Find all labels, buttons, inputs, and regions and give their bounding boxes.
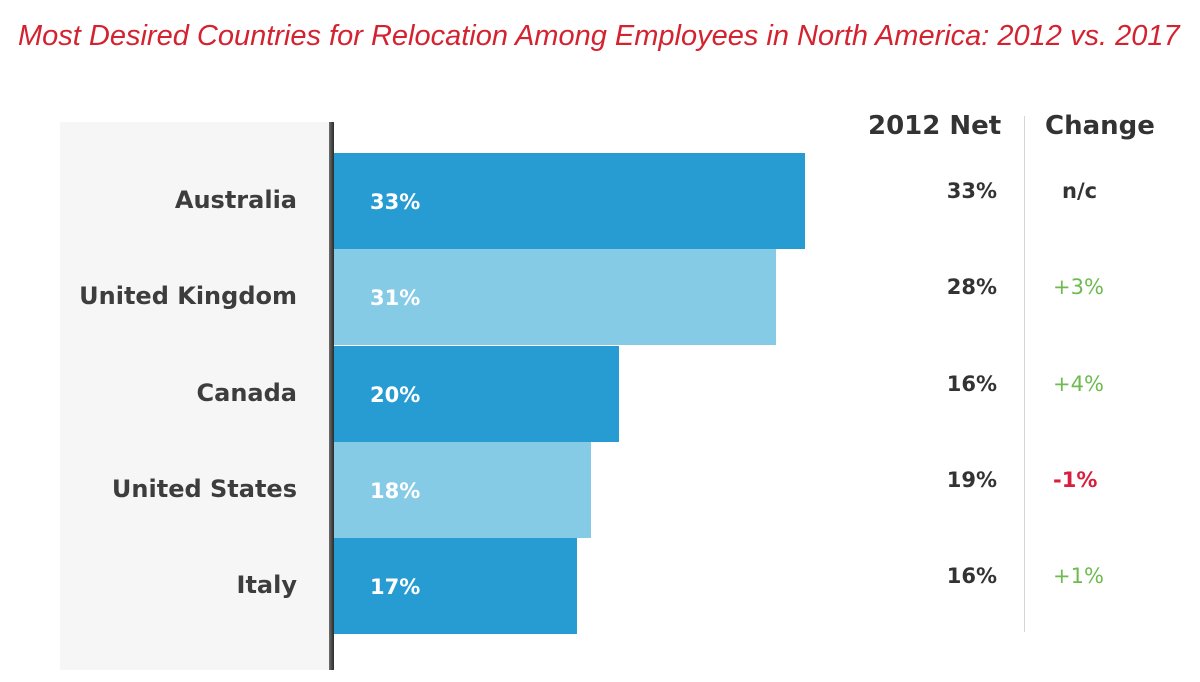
change-header: Change xyxy=(1045,111,1155,141)
change-value: n/c xyxy=(1062,179,1098,203)
net-2012-value: 16% xyxy=(946,564,997,588)
bar-value-label: 33% xyxy=(370,190,421,214)
net-2012-value: 28% xyxy=(946,275,997,300)
bar xyxy=(334,153,805,249)
column-divider xyxy=(1024,116,1025,632)
y-axis-line xyxy=(329,122,334,670)
category-label: Australia xyxy=(174,186,297,214)
bar-value-label: 18% xyxy=(370,478,421,503)
bar-value-label: 31% xyxy=(370,286,421,311)
category-label: Canada xyxy=(196,378,297,407)
change-value: +3% xyxy=(1053,275,1104,300)
bar xyxy=(334,538,577,634)
net-2012-value: 33% xyxy=(946,179,997,203)
category-label-panel xyxy=(60,122,332,670)
change-value: +1% xyxy=(1053,564,1104,588)
category-label: United States xyxy=(111,474,297,503)
net-2012-value: 19% xyxy=(946,467,997,492)
change-value: -1% xyxy=(1053,467,1098,492)
bar xyxy=(334,249,777,346)
net-2012-value: 16% xyxy=(946,371,997,396)
chart-title: Most Desired Countries for Relocation Am… xyxy=(18,20,1180,52)
bar xyxy=(334,345,620,442)
bar-value-label: 17% xyxy=(370,575,421,599)
category-label: United Kingdom xyxy=(79,282,297,311)
change-value: +4% xyxy=(1053,371,1104,396)
net-2012-header: 2012 Net xyxy=(868,111,1002,141)
category-label: Italy xyxy=(236,571,297,599)
bar-value-label: 20% xyxy=(370,382,421,407)
bar xyxy=(334,441,591,538)
